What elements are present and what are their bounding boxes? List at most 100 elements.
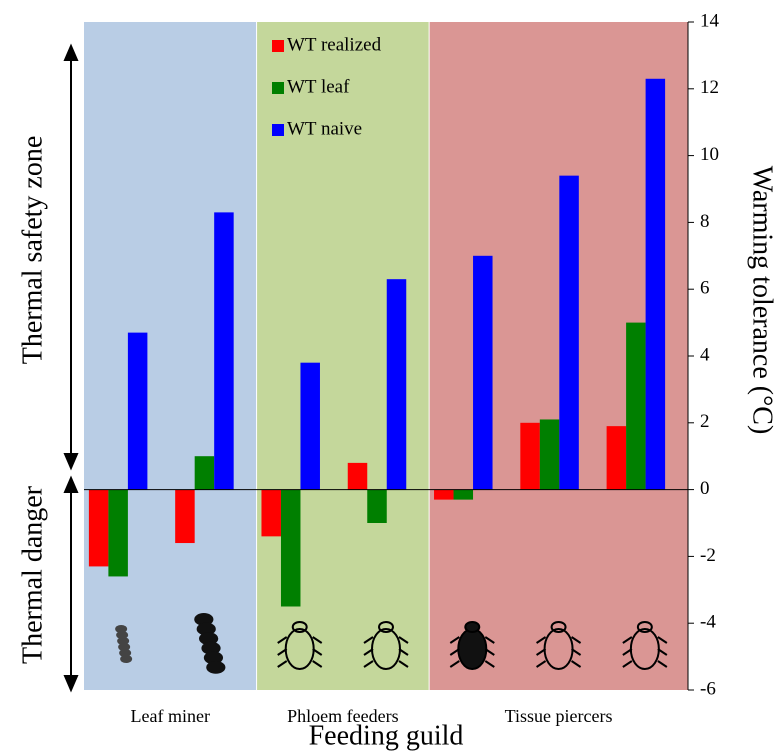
bar [473, 255, 493, 490]
y-tick-label: 10 [700, 144, 719, 165]
icon-part [449, 648, 460, 656]
icon-part [484, 636, 495, 644]
icon-part [536, 660, 547, 668]
icon-part [378, 621, 394, 633]
icon-part [201, 641, 221, 655]
bar [214, 212, 234, 490]
icon-part [120, 655, 133, 663]
icon-part [312, 660, 323, 668]
y-tick-label: -4 [700, 612, 716, 633]
bar [520, 422, 540, 490]
icon-part [277, 648, 288, 656]
insect-icon [115, 625, 133, 663]
icon-part [277, 660, 288, 668]
bar [606, 426, 627, 490]
icon-part [203, 651, 224, 665]
bar [367, 489, 387, 523]
bar [434, 489, 454, 500]
icon-part [194, 613, 214, 626]
icon-part [657, 648, 668, 656]
annotation: Thermal danger [17, 485, 48, 664]
icon-part [291, 621, 308, 633]
bar [645, 78, 666, 490]
icon-part [199, 632, 219, 645]
icon-part [119, 649, 132, 657]
icon-part [206, 661, 226, 674]
icon-part [571, 648, 582, 656]
icon-part [449, 660, 460, 668]
legend-label: WT leaf [287, 76, 350, 97]
icon-part [622, 648, 633, 656]
icon-part [117, 637, 130, 645]
group-label: Phloem feeders [287, 706, 398, 726]
icon-part [622, 660, 633, 668]
y-tick-label: 14 [700, 10, 720, 31]
icon-part [484, 648, 495, 656]
bar [539, 419, 560, 490]
icon-part [196, 622, 216, 636]
y-tick-label: 6 [700, 278, 710, 299]
bar [194, 456, 215, 490]
bar [108, 489, 128, 577]
icon-part [657, 636, 668, 644]
icon-part [550, 621, 567, 633]
legend-swatch [272, 82, 284, 94]
icon-part [457, 628, 488, 670]
bar [88, 489, 109, 567]
icon-part [363, 636, 374, 644]
bar [300, 362, 320, 490]
icon-part [657, 660, 668, 668]
icon-part [464, 621, 481, 633]
icon-part [363, 648, 374, 656]
group-label: Tissue piercers [505, 706, 613, 726]
icon-part [449, 636, 460, 644]
insect-icon [194, 613, 226, 674]
y-tick-label: -6 [700, 678, 716, 699]
bar [453, 489, 474, 500]
y-tick-label: 0 [700, 478, 710, 499]
y-tick-label: 12 [700, 77, 719, 98]
bar [626, 322, 646, 490]
bar [347, 462, 368, 490]
icon-part [116, 631, 129, 639]
icon-part [398, 648, 409, 656]
icon-part [312, 636, 323, 644]
legend-label: WT realized [287, 34, 382, 55]
insect-icon [536, 621, 582, 670]
icon-part [571, 636, 582, 644]
annotation-arrows [63, 43, 79, 693]
icon-part [636, 621, 653, 633]
icon-part [363, 660, 374, 668]
insect-icon [622, 621, 668, 670]
icon-part [536, 648, 547, 656]
icon-part [398, 636, 409, 644]
bar [386, 279, 407, 490]
y-tick-label: 8 [700, 211, 710, 232]
legend-swatch [272, 40, 284, 52]
annotation: Thermal safety zone [17, 136, 48, 365]
icon-part [115, 625, 128, 633]
icon-part [484, 660, 495, 668]
y-axis-title: Warming tolerance (°C) [747, 166, 778, 435]
y-tick-label: 2 [700, 411, 710, 432]
icon-part [536, 636, 547, 644]
icon-part [312, 648, 323, 656]
bar [261, 489, 281, 537]
insect-icon [363, 621, 409, 670]
group-label: Leaf miner [131, 706, 210, 726]
icon-part [277, 636, 288, 644]
icon-part [622, 636, 633, 644]
insect-icon [277, 621, 323, 670]
bar [280, 489, 301, 607]
x-axis-title: Feeding guild [309, 720, 464, 751]
legend-swatch [272, 124, 284, 136]
bar [559, 175, 579, 490]
icon-part [398, 660, 409, 668]
y-tick-label: 4 [700, 344, 710, 365]
bar [127, 332, 148, 490]
y-tick-label: -2 [700, 545, 716, 566]
icon-part [571, 660, 582, 668]
bar [175, 489, 195, 544]
legend-label: WT naive [287, 118, 362, 139]
